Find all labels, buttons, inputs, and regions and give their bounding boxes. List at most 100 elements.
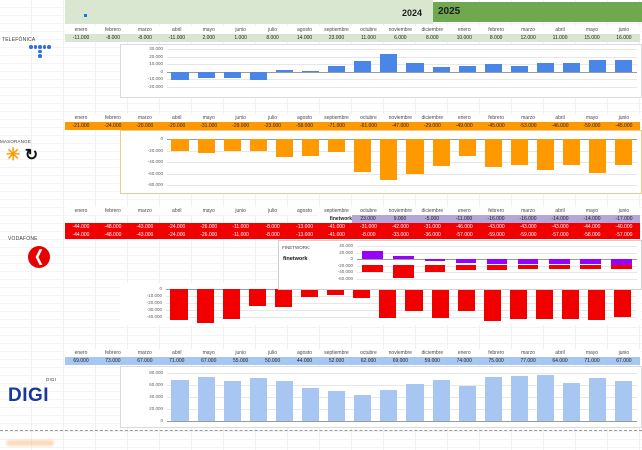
month-header-cell[interactable]: junio — [618, 208, 630, 214]
month-header-cell[interactable]: enero — [457, 27, 471, 33]
month-header-cell[interactable]: junio — [618, 115, 630, 121]
month-header-cell[interactable]: marzo — [521, 27, 536, 33]
finetwork-value-cell[interactable]: -14.000 — [551, 216, 569, 222]
vodafone-value-cell[interactable]: -59.000 — [487, 232, 505, 238]
month-header-cell[interactable]: febrero — [488, 27, 505, 33]
telefonica-value-cell[interactable]: -8.000 — [105, 35, 120, 41]
month-header-cell[interactable]: julio — [268, 208, 278, 214]
telefonica-value-cell[interactable]: 6.000 — [394, 35, 407, 41]
vodafone-value-cell[interactable]: -26.000 — [200, 224, 218, 230]
masorange-value-cell[interactable]: -61.000 — [359, 123, 377, 129]
month-header-cell[interactable]: abril — [172, 115, 182, 121]
month-header-cell[interactable]: abril — [172, 208, 182, 214]
month-header-cell[interactable]: diciembre — [421, 115, 444, 121]
month-header-cell[interactable]: agosto — [297, 208, 313, 214]
month-header-cell[interactable]: agosto — [297, 27, 313, 33]
month-header-cell[interactable]: agosto — [297, 350, 313, 356]
telefonica-value-cell[interactable]: 11.000 — [552, 35, 568, 41]
digi-value-cell[interactable]: 44.000 — [296, 358, 313, 364]
digi-months-row[interactable]: enero febrero marzo abril mayo junio julio agos… — [65, 349, 640, 357]
month-header-cell[interactable]: enero — [74, 208, 88, 214]
telefonica-value-cell[interactable]: 8.000 — [266, 35, 279, 41]
masorange-chart[interactable]: 0 -20.000 -40.000 -60.000 -80.000 — [120, 130, 642, 194]
month-header-cell[interactable]: junio — [235, 115, 246, 121]
telefonica-chart[interactable]: 30.000 20.000 10.000 0 -10.000 -20.000 — [120, 44, 642, 98]
month-header-cell[interactable]: mayo — [202, 115, 215, 121]
masorange-value-cell[interactable]: -24.000 — [104, 123, 122, 129]
month-header-cell[interactable]: enero — [457, 115, 471, 121]
digi-value-cell[interactable]: 69.000 — [73, 358, 89, 364]
month-header-cell[interactable]: diciembre — [421, 208, 444, 214]
telefonica-value-cell[interactable]: 10.000 — [456, 35, 472, 41]
month-header-cell[interactable]: octubre — [360, 350, 377, 356]
month-header-cell[interactable]: abril — [555, 208, 565, 214]
telefonica-value-cell[interactable]: -8.000 — [137, 35, 152, 41]
vodafone-value-cell[interactable]: -44.000 — [72, 232, 90, 238]
month-header-cell[interactable]: junio — [618, 27, 630, 33]
masorange-value-cell[interactable]: -71.000 — [327, 123, 345, 129]
vodafone-value-cell[interactable]: -43.000 — [519, 224, 537, 230]
month-header-cell[interactable]: febrero — [104, 350, 121, 356]
masorange-value-cell[interactable]: -46.000 — [551, 123, 569, 129]
finetwork-value-cell[interactable]: -17.000 — [615, 216, 633, 222]
month-header-cell[interactable]: febrero — [488, 208, 505, 214]
month-header-cell[interactable]: septiembre — [324, 208, 349, 214]
vodafone-value-cell[interactable]: -13.000 — [296, 232, 314, 238]
masorange-value-cell[interactable]: -45.000 — [615, 123, 633, 129]
digi-value-cell[interactable]: 77.000 — [520, 358, 536, 364]
vodafone-value-cell[interactable]: -31.000 — [359, 224, 377, 230]
month-header-cell[interactable]: octubre — [360, 27, 377, 33]
month-header-cell[interactable]: febrero — [488, 115, 505, 121]
month-header-cell[interactable]: septiembre — [324, 27, 349, 33]
finetwork-value-cell[interactable]: 23.000 — [360, 216, 376, 222]
telefonica-value-cell[interactable]: -11.000 — [72, 35, 90, 41]
telefonica-value-cell[interactable]: 23.000 — [328, 35, 345, 41]
digi-value-cell[interactable]: 67.000 — [616, 358, 632, 364]
digi-value-cell[interactable]: 75.000 — [488, 358, 504, 364]
digi-value-cell[interactable]: 73.000 — [105, 358, 121, 364]
month-header-cell[interactable]: enero — [457, 208, 471, 214]
vodafone-value-cell[interactable]: -44.000 — [583, 224, 601, 230]
vodafone-value-cell[interactable]: -13.000 — [296, 224, 314, 230]
finetwork-values-row[interactable]: 23.000 9.000 -5.000 -11.000 -16.000 -16.000 -1… — [352, 215, 640, 223]
vodafone-value-cell[interactable]: -26.000 — [200, 232, 218, 238]
digi-value-cell[interactable]: 62.000 — [360, 358, 377, 364]
masorange-value-cell[interactable]: -21.000 — [72, 123, 90, 129]
masorange-months-row[interactable]: enero febrero marzo abril mayo junio julio agos… — [65, 114, 640, 122]
month-header-cell[interactable]: mayo — [585, 115, 599, 121]
finetwork-value-cell[interactable]: -14.000 — [583, 216, 601, 222]
digi-value-cell[interactable]: 64.000 — [552, 358, 568, 364]
telefonica-value-cell[interactable]: 2.000 — [202, 35, 215, 41]
month-header-cell[interactable]: mayo — [202, 27, 215, 33]
month-header-cell[interactable]: junio — [235, 350, 246, 356]
vodafone-months-row[interactable]: enero febrero marzo abril mayo junio julio agos… — [65, 207, 640, 215]
digi-values-row[interactable]: 69.000 73.000 67.000 71.000 67.000 55.000 50.0… — [65, 357, 640, 365]
vodafone-value-cell[interactable]: -57.000 — [551, 232, 569, 238]
masorange-value-cell[interactable]: -23.000 — [264, 123, 282, 129]
digi-value-cell[interactable]: 52.000 — [328, 358, 345, 364]
month-header-cell[interactable]: junio — [618, 350, 630, 356]
masorange-value-cell[interactable]: -58.000 — [296, 123, 314, 129]
month-header-cell[interactable]: diciembre — [421, 350, 444, 356]
month-header-cell[interactable]: mayo — [585, 350, 599, 356]
month-header-cell[interactable]: junio — [235, 208, 246, 214]
month-header-cell[interactable]: marzo — [137, 208, 152, 214]
vodafone-value-cell[interactable]: -58.000 — [583, 232, 601, 238]
vodafone-value-cell[interactable]: -11.000 — [232, 224, 249, 230]
month-header-cell[interactable]: marzo — [521, 115, 536, 121]
vodafone-value-cell[interactable]: -43.000 — [487, 224, 505, 230]
masorange-value-cell[interactable]: -47.000 — [391, 123, 409, 129]
month-header-cell[interactable]: noviembre — [388, 115, 413, 121]
vodafone-value-cell[interactable]: -46.000 — [455, 224, 473, 230]
vodafone-value-cell[interactable]: -36.000 — [423, 232, 441, 238]
finetwork-inset-chart[interactable]: FINETWORK: finetwork 40.000 20.000 0 -20.00… — [278, 240, 642, 290]
vodafone-value-cell[interactable]: -42.000 — [391, 224, 409, 230]
vodafone-values-row-2[interactable]: -44.000 -48.000 -43.000 -24.000 -26.000 -11.0… — [65, 231, 640, 239]
month-header-cell[interactable]: noviembre — [388, 208, 413, 214]
month-header-cell[interactable]: abril — [172, 27, 182, 33]
month-header-cell[interactable]: mayo — [202, 208, 215, 214]
telefonica-value-cell[interactable]: 8.000 — [489, 35, 503, 41]
masorange-value-cell[interactable]: -31.000 — [200, 123, 218, 129]
vodafone-chart[interactable]: 0 -10.000 -20.000 -30.000 -40.000 — [120, 283, 640, 325]
month-header-cell[interactable]: enero — [74, 115, 88, 121]
